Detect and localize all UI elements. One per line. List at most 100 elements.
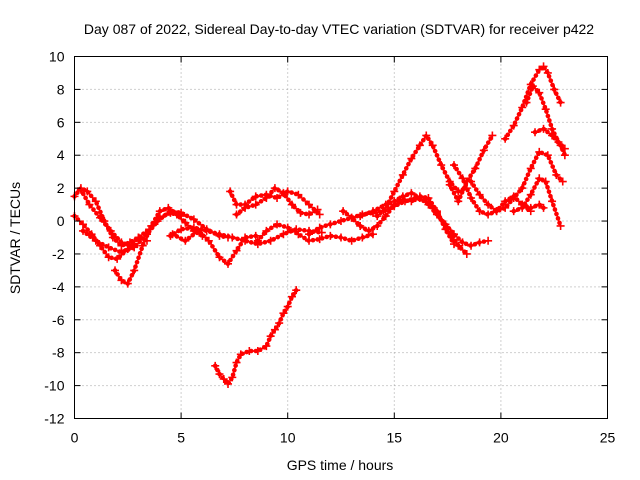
data-point — [166, 231, 175, 240]
data-point — [449, 240, 458, 249]
data-point — [445, 180, 454, 189]
data-point — [232, 210, 241, 219]
data-point — [558, 177, 567, 186]
data-point — [454, 241, 463, 250]
data-point — [556, 141, 565, 150]
y-tick-label: -12 — [44, 411, 64, 427]
data-point — [232, 246, 241, 255]
data-point — [287, 292, 296, 301]
data-point — [535, 174, 544, 183]
data-point — [96, 213, 105, 222]
x-tick-label: 20 — [493, 430, 509, 446]
series-arc-20 — [522, 82, 569, 153]
data-point — [315, 223, 324, 232]
series-arc-18 — [467, 147, 567, 216]
series-arc-15 — [373, 131, 471, 221]
y-tick-label: -2 — [52, 246, 65, 262]
data-point — [535, 200, 544, 209]
y-axis-label: SDTVAR / TECUs — [7, 182, 23, 294]
data-point — [292, 286, 301, 295]
series-markers — [170, 228, 258, 267]
data-point — [492, 207, 501, 216]
x-tick-label: 25 — [600, 430, 616, 446]
data-point — [543, 151, 552, 160]
data-point — [215, 253, 224, 262]
data-point — [509, 194, 518, 203]
series-line — [359, 192, 489, 247]
data-point — [518, 103, 527, 112]
data-point — [117, 248, 126, 257]
data-point — [424, 200, 433, 209]
data-point — [339, 207, 348, 216]
data-point — [273, 220, 282, 229]
data-point — [181, 236, 190, 245]
series-line — [342, 195, 455, 245]
data-point — [526, 203, 535, 212]
data-point — [356, 212, 365, 221]
series-arc-19 — [501, 62, 565, 143]
data-point — [548, 197, 557, 206]
data-point — [484, 236, 493, 245]
plot-frame — [74, 56, 608, 419]
data-point — [287, 200, 296, 209]
data-point — [113, 254, 122, 263]
data-point — [535, 88, 544, 97]
data-point — [428, 141, 437, 150]
series-markers — [212, 287, 299, 387]
y-tick-label: -6 — [52, 312, 65, 328]
data-point — [398, 192, 407, 201]
data-point — [283, 187, 292, 196]
data-point — [458, 174, 467, 183]
data-point — [130, 243, 139, 252]
data-point — [356, 221, 365, 230]
data-point — [541, 177, 550, 186]
data-point — [204, 236, 213, 245]
data-point — [326, 231, 335, 240]
data-point — [270, 184, 279, 193]
data-point — [104, 243, 113, 252]
data-point — [232, 200, 241, 209]
data-point — [467, 177, 476, 186]
data-point — [123, 279, 132, 288]
data-point — [177, 225, 186, 234]
data-point — [283, 302, 292, 311]
data-point — [270, 325, 279, 334]
data-point — [315, 210, 324, 219]
series-arc-16 — [445, 131, 497, 206]
x-tick-label: 10 — [280, 430, 296, 446]
data-point — [241, 236, 250, 245]
data-point — [245, 347, 254, 356]
data-point — [501, 134, 510, 143]
data-point — [226, 187, 235, 196]
data-point — [347, 236, 356, 245]
data-point — [541, 105, 550, 114]
data-point — [189, 223, 198, 232]
data-point — [305, 210, 314, 219]
data-point — [509, 121, 518, 130]
data-point — [147, 221, 156, 230]
data-point — [441, 220, 450, 229]
y-tick-label: -4 — [52, 279, 65, 295]
data-point — [91, 197, 100, 206]
data-point — [155, 207, 164, 216]
series-arc-22 — [509, 174, 565, 230]
data-point — [164, 203, 173, 212]
data-point — [104, 253, 113, 262]
data-point — [266, 332, 275, 341]
series-arc-23 — [518, 200, 548, 212]
axis-ticks: 0 5 10 15 20 25 -12 -10 -8 -6 -4 -2 0 2 4 6 8 10 — [44, 49, 615, 446]
data-point — [535, 65, 544, 74]
data-point — [398, 170, 407, 179]
data-point — [85, 200, 94, 209]
data-point — [202, 226, 211, 235]
data-point — [475, 238, 484, 247]
data-point — [296, 208, 305, 217]
data-point — [390, 197, 399, 206]
data-point — [407, 189, 416, 198]
series-arc-8 — [211, 286, 301, 388]
data-point — [305, 200, 314, 209]
data-point — [518, 184, 527, 193]
data-point — [556, 98, 565, 107]
data-point — [475, 207, 484, 216]
